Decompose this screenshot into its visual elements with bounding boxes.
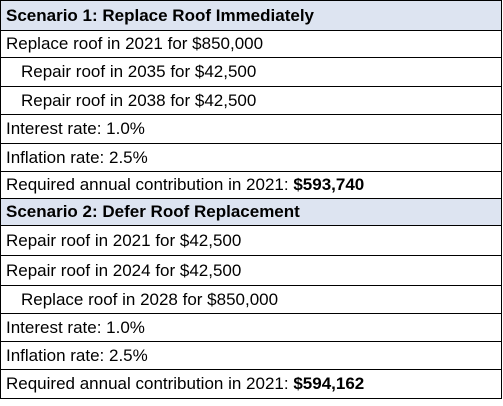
scenario-2-header: Scenario 2: Defer Roof Replacement [0,198,502,226]
table-row: Interest rate: 1.0% [0,114,502,144]
table-row: Repair roof in 2038 for $42,500 [0,86,502,115]
scenario-2-inflation-rate: Inflation rate: 2.5% [0,341,502,370]
table-row: Inflation rate: 2.5% [0,341,502,370]
scenario-2-contribution-label: Required annual contribution in 2021: [6,374,294,393]
scenario-1-contribution-value: $593,740 [293,175,365,194]
scenario-2-item: Repair roof in 2021 for $42,500 [0,225,502,256]
scenario-2-item: Repair roof in 2024 for $42,500 [0,255,502,286]
scenario-1-contribution: Required annual contribution in 2021: $5… [0,171,502,199]
scenario-1-contribution-label: Required annual contribution in 2021: [6,175,294,194]
scenario-2-contribution-value: $594,162 [293,374,365,393]
scenario-1-item: Replace roof in 2021 for $850,000 [0,30,502,58]
scenario-1-item: Repair roof in 2035 for $42,500 [0,57,502,87]
table-row: Replace roof in 2021 for $850,000 [0,30,502,58]
scenario-2-item: Replace roof in 2028 for $850,000 [0,285,502,314]
table-row: Repair roof in 2035 for $42,500 [0,57,502,87]
table-row: Interest rate: 1.0% [0,313,502,342]
scenario-2-contribution: Required annual contribution in 2021: $5… [0,369,502,399]
table-row: Required annual contribution in 2021: $5… [0,369,502,399]
table-row: Inflation rate: 2.5% [0,143,502,172]
scenario-2-header-row: Scenario 2: Defer Roof Replacement [0,198,502,226]
table-row: Repair roof in 2024 for $42,500 [0,255,502,286]
table-row: Required annual contribution in 2021: $5… [0,171,502,199]
scenario-1-header: Scenario 1: Replace Roof Immediately [0,0,502,31]
table-row: Replace roof in 2028 for $850,000 [0,285,502,314]
scenario-2-interest-rate: Interest rate: 1.0% [0,313,502,342]
scenario-1-header-row: Scenario 1: Replace Roof Immediately [0,0,502,31]
scenario-1-interest-rate: Interest rate: 1.0% [0,114,502,144]
scenario-1-inflation-rate: Inflation rate: 2.5% [0,143,502,172]
table-row: Repair roof in 2021 for $42,500 [0,225,502,256]
scenario-1-item: Repair roof in 2038 for $42,500 [0,86,502,115]
